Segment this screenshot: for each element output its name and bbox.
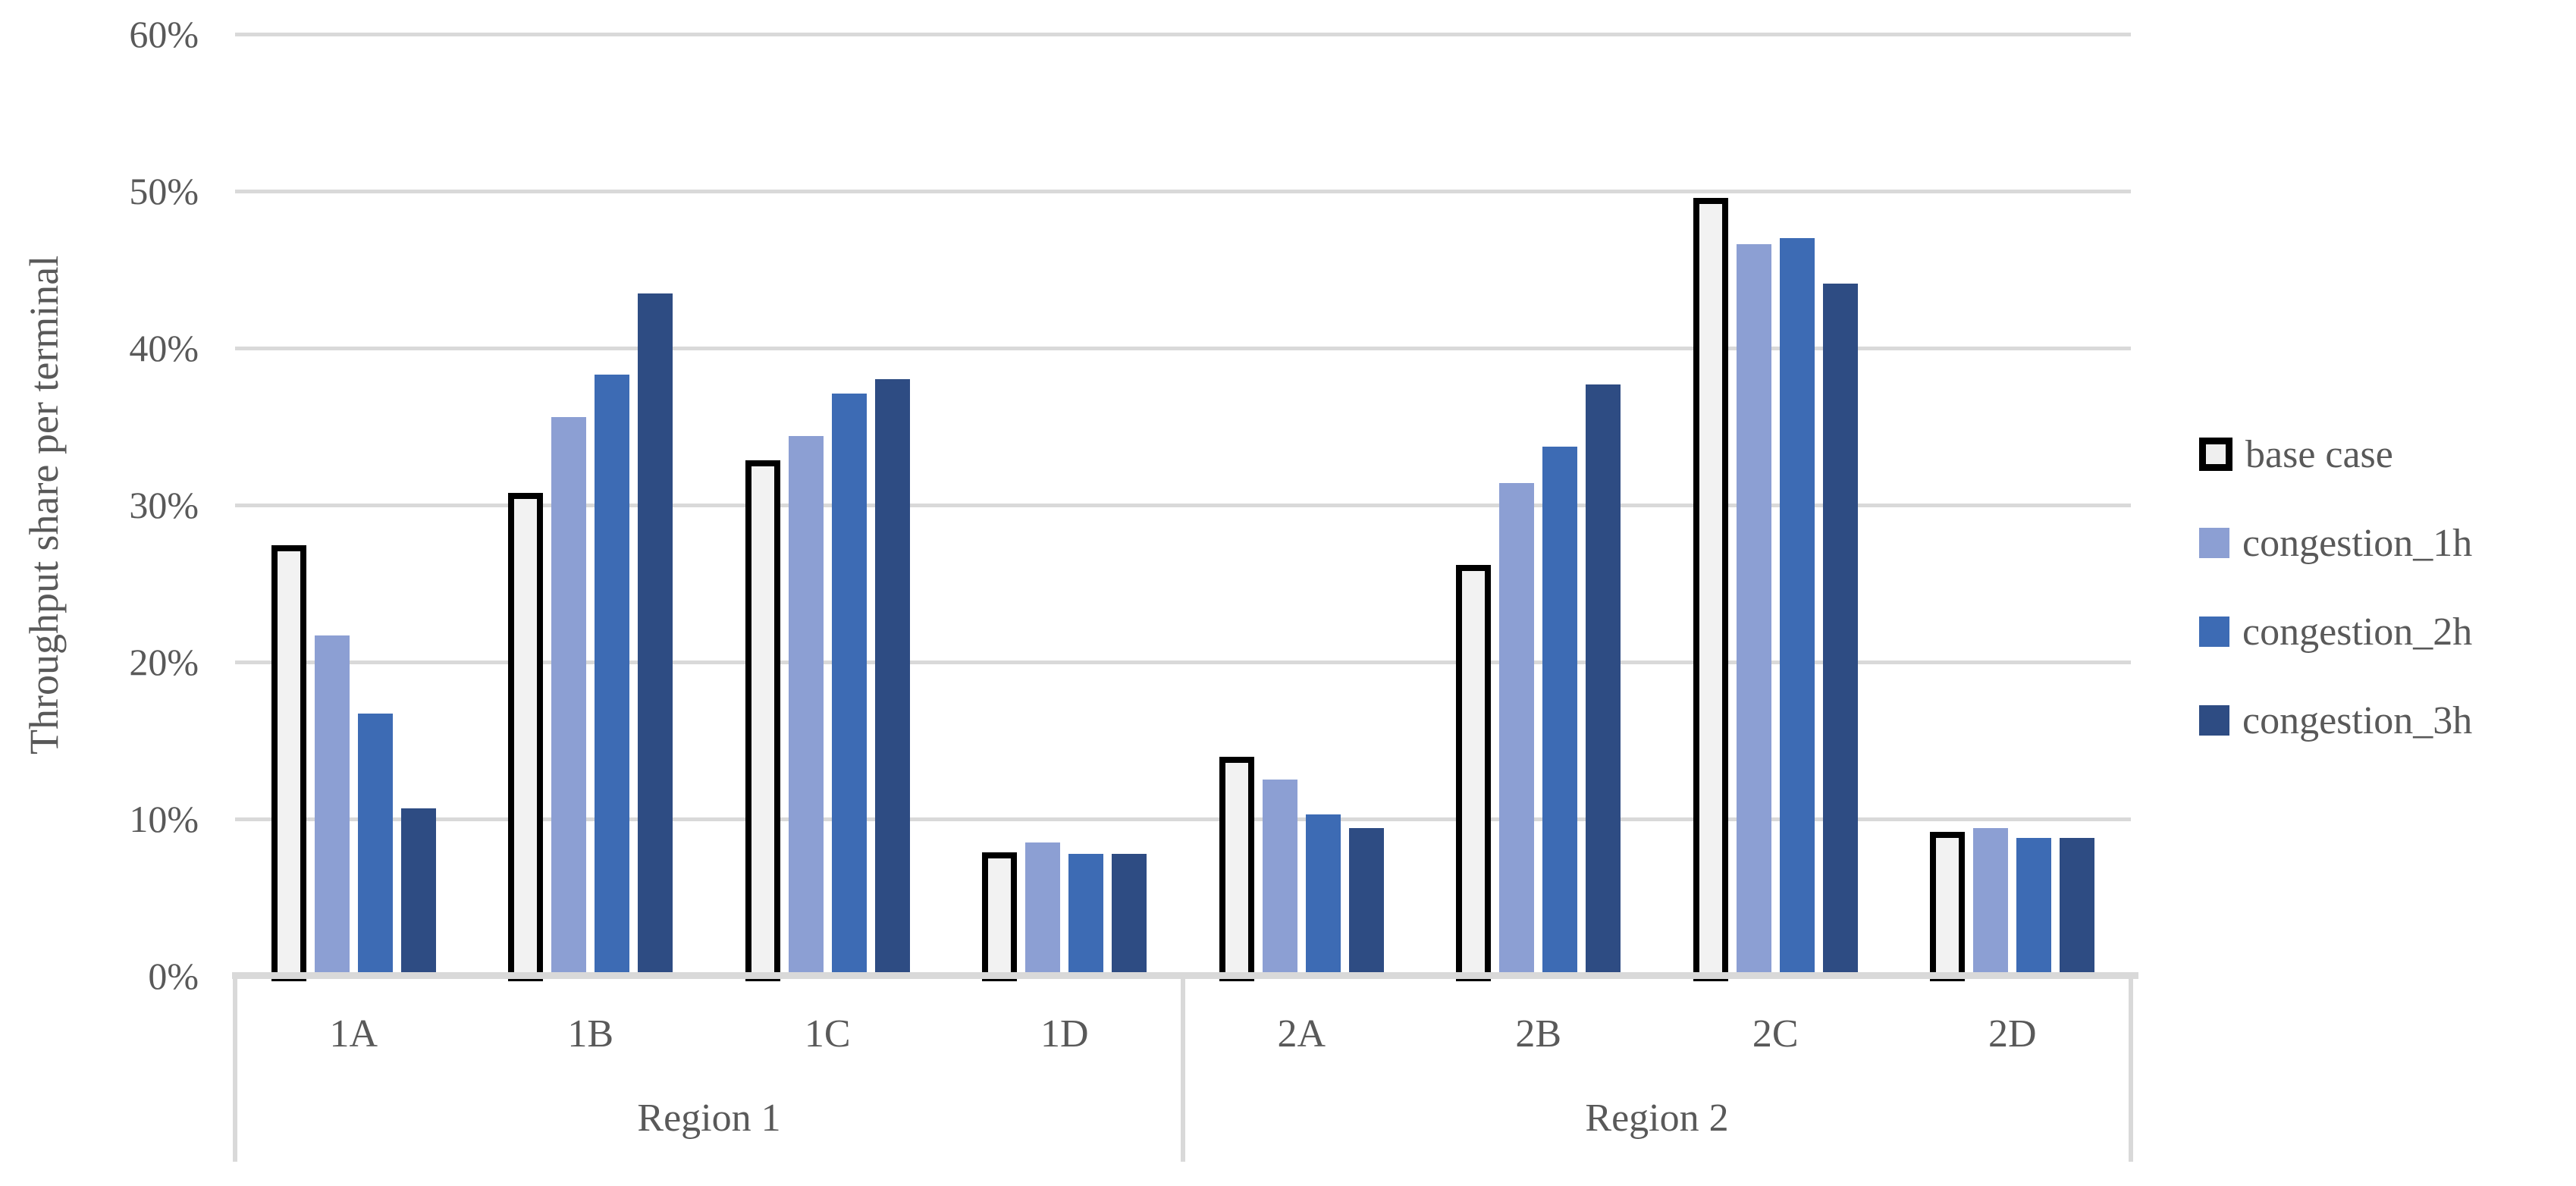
legend-label-congestion_3h: congestion_3h xyxy=(2242,698,2473,742)
gridline-20 xyxy=(235,660,2131,664)
bar-1B-congestion_2h xyxy=(595,375,630,976)
bar-2D-congestion_1h xyxy=(1973,828,2009,976)
category-label-1D: 1D xyxy=(1040,1012,1089,1056)
bar-2B-congestion_3h xyxy=(1586,384,1621,976)
bar-2D-congestion_2h xyxy=(2016,838,2052,976)
legend-item-base-case: base case xyxy=(2199,430,2393,478)
bar-2B-congestion_2h xyxy=(1542,447,1578,976)
legend-swatch-congestion_3h xyxy=(2199,705,2229,736)
legend-swatch-congestion_2h xyxy=(2199,617,2229,647)
y-tick-label-0: 0% xyxy=(148,955,199,997)
bar-2C-congestion_2h xyxy=(1779,238,1815,976)
gridline-30 xyxy=(235,504,2131,507)
y-tick-label-10: 10% xyxy=(129,798,199,840)
legend-swatch-base-case xyxy=(2199,438,2232,471)
bar-1B-congestion_1h xyxy=(551,417,587,976)
legend-swatch-congestion_1h xyxy=(2199,528,2229,558)
bar-1C-base-case xyxy=(745,460,780,981)
x-axis-line xyxy=(232,972,2138,979)
bar-1B-base-case xyxy=(508,493,544,981)
y-tick-label-50: 50% xyxy=(129,170,199,212)
bar-group-1A xyxy=(235,540,472,981)
y-tick-label-60: 60% xyxy=(129,13,199,55)
gridline-60 xyxy=(235,33,2131,36)
y-tick-label-40: 40% xyxy=(129,327,199,369)
y-tick-label-20: 20% xyxy=(129,641,199,683)
category-label-2C: 2C xyxy=(1752,1012,1799,1056)
legend-label-congestion_2h: congestion_2h xyxy=(2242,610,2473,654)
bar-group-2C xyxy=(1657,193,1894,981)
bar-group-2D xyxy=(1894,827,2132,981)
bar-2A-base-case xyxy=(1219,757,1254,981)
bar-1B-congestion_3h xyxy=(638,293,673,976)
bar-2D-congestion_3h xyxy=(2060,838,2095,976)
bar-2C-congestion_1h xyxy=(1736,244,1771,976)
bar-1D-congestion_2h xyxy=(1068,854,1104,976)
gridline-40 xyxy=(235,347,2131,350)
bar-2D-base-case xyxy=(1930,832,1966,981)
gridline-10 xyxy=(235,817,2131,821)
bar-group-1B xyxy=(472,293,710,981)
bar-1D-base-case xyxy=(982,852,1018,981)
bar-2A-congestion_3h xyxy=(1348,828,1384,976)
y-tick-label-30: 30% xyxy=(129,484,199,526)
bar-1D-congestion_1h xyxy=(1025,842,1061,976)
category-label-2D: 2D xyxy=(1988,1012,2037,1056)
bar-2B-base-case xyxy=(1456,565,1492,981)
bar-1A-congestion_3h xyxy=(400,808,436,976)
category-label-1B: 1B xyxy=(567,1012,614,1056)
bar-2A-congestion_1h xyxy=(1262,780,1297,976)
legend-label-congestion_1h: congestion_1h xyxy=(2242,521,2473,565)
bar-group-1C xyxy=(709,379,946,981)
bar-2A-congestion_2h xyxy=(1305,814,1341,976)
bar-2C-base-case xyxy=(1693,198,1728,981)
plot-area xyxy=(235,33,2132,981)
legend-item-congestion_1h: congestion_1h xyxy=(2199,519,2472,567)
category-axis-separator-2 xyxy=(2129,972,2133,1162)
bar-group-2B xyxy=(1420,384,1658,981)
category-axis-separator-0 xyxy=(233,972,237,1162)
bar-1A-base-case xyxy=(271,545,306,981)
category-axis-separator-1 xyxy=(1181,972,1185,1162)
bar-1A-congestion_2h xyxy=(357,714,393,976)
bar-1A-congestion_1h xyxy=(314,635,350,976)
bar-2C-congestion_3h xyxy=(1822,284,1858,976)
bar-1C-congestion_3h xyxy=(874,379,910,976)
gridline-50 xyxy=(235,190,2131,193)
legend-item-congestion_3h: congestion_3h xyxy=(2199,696,2472,745)
category-label-1A: 1A xyxy=(329,1012,378,1056)
region-label-2: Region 2 xyxy=(1585,1097,1729,1140)
bar-1C-congestion_2h xyxy=(831,394,867,976)
legend-label-base-case: base case xyxy=(2245,432,2393,476)
category-label-2B: 2B xyxy=(1515,1012,1562,1056)
region-label-1: Region 1 xyxy=(637,1097,781,1140)
bar-1C-congestion_1h xyxy=(788,436,824,976)
bar-group-2A xyxy=(1183,751,1420,981)
category-label-1C: 1C xyxy=(804,1012,851,1056)
category-label-2A: 2A xyxy=(1277,1012,1326,1056)
bar-1D-congestion_3h xyxy=(1112,854,1147,976)
legend-item-congestion_2h: congestion_2h xyxy=(2199,607,2472,656)
bar-2B-congestion_1h xyxy=(1499,483,1535,976)
bar-group-1D xyxy=(946,842,1184,981)
